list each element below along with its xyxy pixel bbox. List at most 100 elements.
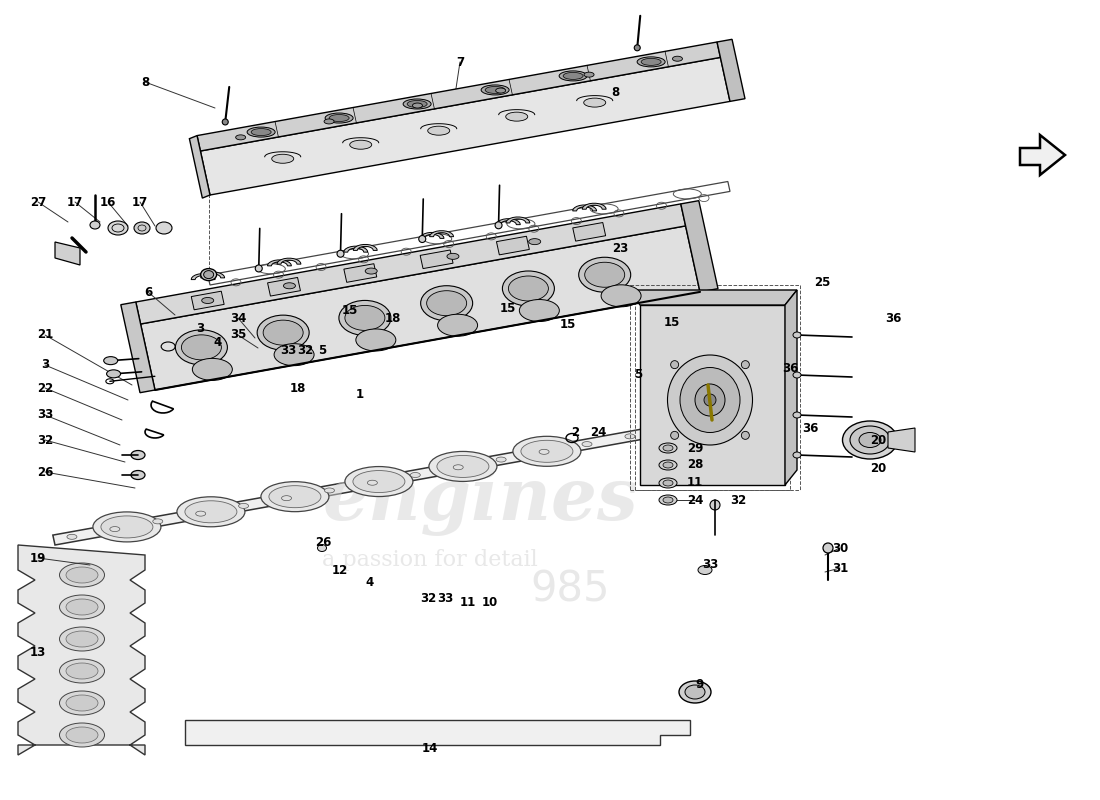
Ellipse shape <box>419 235 426 242</box>
Text: 15: 15 <box>499 302 516 314</box>
Ellipse shape <box>672 56 682 62</box>
Polygon shape <box>785 290 798 485</box>
Polygon shape <box>573 222 606 241</box>
Ellipse shape <box>453 465 463 470</box>
Text: 36: 36 <box>782 362 799 374</box>
Ellipse shape <box>695 384 725 416</box>
Ellipse shape <box>793 412 801 418</box>
Ellipse shape <box>177 497 245 526</box>
Ellipse shape <box>410 473 420 478</box>
Text: 8: 8 <box>141 75 150 89</box>
Ellipse shape <box>59 627 104 651</box>
Text: 22: 22 <box>37 382 53 394</box>
Polygon shape <box>18 545 145 755</box>
Ellipse shape <box>663 445 673 451</box>
Ellipse shape <box>131 450 145 459</box>
Ellipse shape <box>495 222 502 229</box>
Ellipse shape <box>659 478 676 488</box>
Polygon shape <box>582 203 606 210</box>
Text: 30: 30 <box>832 542 848 554</box>
Text: 29: 29 <box>686 442 703 454</box>
Ellipse shape <box>337 250 344 258</box>
Ellipse shape <box>850 426 890 454</box>
Ellipse shape <box>355 329 396 351</box>
Text: 32: 32 <box>420 591 436 605</box>
Ellipse shape <box>103 357 118 365</box>
Ellipse shape <box>793 452 801 458</box>
Ellipse shape <box>222 119 228 125</box>
Ellipse shape <box>519 299 559 322</box>
Polygon shape <box>200 272 224 278</box>
Ellipse shape <box>365 268 377 274</box>
Ellipse shape <box>66 599 98 615</box>
Ellipse shape <box>496 88 506 93</box>
Polygon shape <box>197 42 720 151</box>
Ellipse shape <box>153 519 163 524</box>
Text: 32: 32 <box>297 343 313 357</box>
Text: 32: 32 <box>37 434 53 446</box>
Ellipse shape <box>59 595 104 619</box>
Ellipse shape <box>582 442 592 446</box>
Ellipse shape <box>698 566 712 574</box>
Ellipse shape <box>513 436 581 466</box>
Polygon shape <box>344 264 376 282</box>
Text: 26: 26 <box>315 535 331 549</box>
Polygon shape <box>430 230 453 237</box>
Text: 11: 11 <box>460 597 476 610</box>
Ellipse shape <box>793 332 801 338</box>
Text: 28: 28 <box>686 458 703 471</box>
Ellipse shape <box>584 98 606 107</box>
Ellipse shape <box>272 154 294 163</box>
Ellipse shape <box>521 440 573 462</box>
Text: 16: 16 <box>100 195 117 209</box>
Text: 11: 11 <box>686 477 703 490</box>
Ellipse shape <box>659 443 676 453</box>
Text: 27: 27 <box>30 195 46 209</box>
Text: 7: 7 <box>455 55 464 69</box>
Ellipse shape <box>367 480 377 486</box>
Ellipse shape <box>274 344 315 366</box>
Ellipse shape <box>66 631 98 647</box>
Polygon shape <box>135 204 685 324</box>
Ellipse shape <box>407 101 427 107</box>
Ellipse shape <box>200 269 217 281</box>
Ellipse shape <box>67 534 77 539</box>
Text: 33: 33 <box>437 591 453 605</box>
Ellipse shape <box>529 238 541 245</box>
Text: 8: 8 <box>610 86 619 98</box>
Ellipse shape <box>508 276 549 301</box>
Polygon shape <box>141 226 700 390</box>
Polygon shape <box>121 302 155 393</box>
Text: 3: 3 <box>41 358 50 371</box>
Ellipse shape <box>663 497 673 503</box>
Ellipse shape <box>345 466 412 497</box>
Polygon shape <box>888 428 915 452</box>
Text: 21: 21 <box>37 329 53 342</box>
Text: 20: 20 <box>870 462 887 474</box>
Ellipse shape <box>438 314 477 336</box>
Ellipse shape <box>339 301 390 335</box>
Ellipse shape <box>66 663 98 679</box>
Ellipse shape <box>637 57 666 67</box>
Ellipse shape <box>843 421 898 459</box>
Ellipse shape <box>329 114 349 122</box>
Polygon shape <box>343 246 367 252</box>
Ellipse shape <box>59 723 104 747</box>
Text: 33: 33 <box>279 343 296 357</box>
Text: 6: 6 <box>144 286 152 298</box>
Ellipse shape <box>282 496 292 501</box>
Polygon shape <box>628 290 798 305</box>
Ellipse shape <box>175 330 228 365</box>
Polygon shape <box>267 260 292 266</box>
Ellipse shape <box>659 495 676 505</box>
Text: 36: 36 <box>884 311 901 325</box>
Ellipse shape <box>131 470 145 479</box>
Ellipse shape <box>585 262 625 287</box>
Ellipse shape <box>107 370 121 378</box>
Ellipse shape <box>437 455 488 478</box>
Text: 12: 12 <box>332 563 348 577</box>
Polygon shape <box>640 305 785 485</box>
Ellipse shape <box>257 315 309 350</box>
Ellipse shape <box>481 85 509 95</box>
Text: 32: 32 <box>730 494 746 506</box>
